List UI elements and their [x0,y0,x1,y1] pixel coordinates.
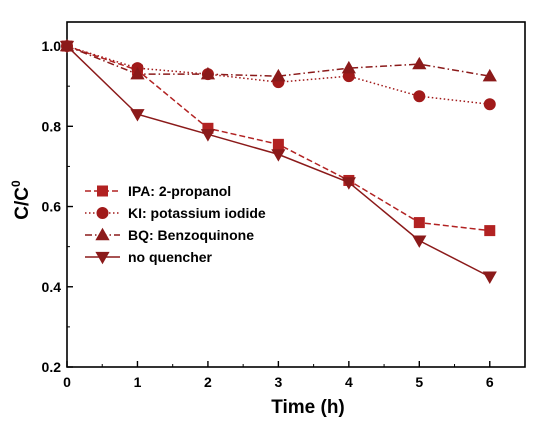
series-4 [59,40,497,284]
x-axis-title: Time (h) [271,397,345,418]
y-axis-title-superscript: 0 [9,180,23,187]
series-group [59,38,497,284]
data-point [272,138,284,150]
legend-label: BQ: Benzoquinone [128,227,254,243]
y-tick-label: 0.4 [42,279,62,295]
legend-marker [95,251,110,265]
legend-item: BQ: Benzoquinone [85,227,254,243]
data-point [412,235,427,248]
x-tick-label: 3 [274,374,282,390]
y-tick-label: 1.0 [42,38,62,54]
x-tick-label: 2 [204,374,212,390]
x-tick-label: 4 [345,374,353,390]
y-tick-label: 0.6 [42,199,62,215]
series-3 [59,38,497,82]
data-point [200,66,216,80]
y-axis-title: C/C0 [9,180,33,220]
y-tick-label: 0.2 [42,359,62,375]
data-point [413,217,425,229]
x-tick-label: 5 [415,374,423,390]
data-point [483,98,496,111]
data-point [271,149,286,162]
data-point [413,90,426,103]
data-point [59,40,75,54]
plot-frame-group [66,21,526,368]
x-tick-label: 1 [134,374,142,390]
data-point [412,56,427,70]
plot-frame [66,21,526,368]
data-point [271,68,286,82]
legend: IPA: 2-propanol KI: potassium iodide BQ: B… [85,183,266,265]
y-axis-title-base: C/C [12,187,33,220]
legend-item: no quencher [85,249,213,265]
legend-label: IPA: 2-propanol [128,183,231,199]
legend-label: no quencher [128,249,213,265]
legend-item: KI: potassium iodide [85,205,266,221]
data-point [482,271,497,284]
data-point [200,129,216,142]
data-point [130,109,145,122]
tick-group: 0 1 2 3 4 5 6 0.2 0.4 0.6 0.8 1.0 [42,38,494,390]
data-point [130,66,145,80]
legend-item: IPA: 2-propanol [85,183,231,199]
data-point [482,68,497,82]
legend-marker [97,185,108,197]
legend-label: KI: potassium iodide [128,205,266,221]
y-tick-label: 0.8 [42,118,62,134]
x-tick-label: 0 [63,374,71,390]
data-point [341,177,356,190]
data-point [484,225,496,237]
data-point [341,60,356,74]
legend-marker [95,227,110,241]
x-tick-label: 6 [486,374,494,390]
legend-marker [96,207,109,219]
